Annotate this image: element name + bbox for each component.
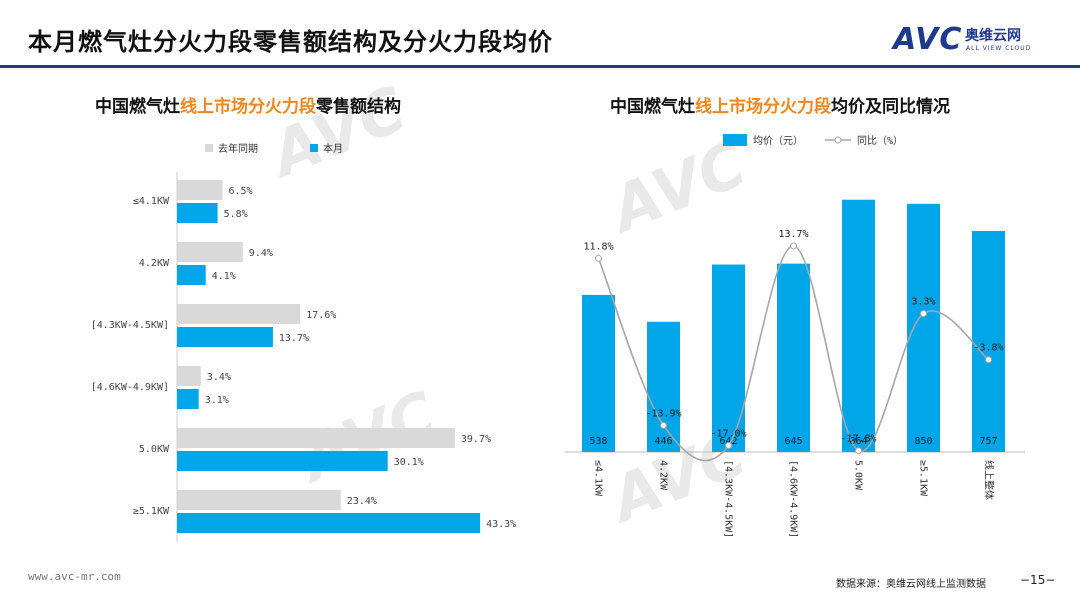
category-label: 线上整体 xyxy=(983,460,996,500)
yoy-marker xyxy=(660,421,667,429)
left-chart-title: 中国燃气灶线上市场分火力段零售额结构 xyxy=(95,92,401,117)
bar xyxy=(777,263,810,452)
bar xyxy=(177,451,388,471)
bar xyxy=(177,304,301,324)
bar xyxy=(177,490,341,510)
category-label: ≤4.1KW xyxy=(133,196,170,207)
right-title-highlight: 线上市场分火力段 xyxy=(695,97,831,117)
category-label: 5.0KW xyxy=(853,460,864,491)
category-label: [4.3KW-4.5KW] xyxy=(723,460,734,538)
data-label: 17.6% xyxy=(306,310,336,321)
data-label: 3.4% xyxy=(207,372,231,383)
right-title-part1: 中国燃气灶 xyxy=(610,97,695,117)
page-title: 本月燃气灶分火力段零售额结构及分火力段均价 xyxy=(28,28,553,56)
legend-swatch xyxy=(205,144,213,152)
bar xyxy=(177,265,206,285)
category-label: [4.6KW-4.9KW] xyxy=(788,460,799,538)
left-title-highlight: 线上市场分火力段 xyxy=(180,97,316,117)
legend-label: 均价（元） xyxy=(753,135,803,147)
bar xyxy=(177,428,455,448)
category-label: ≥5.1KW xyxy=(918,460,929,497)
bar xyxy=(177,366,201,386)
right-title-part3: 均价及同比情况 xyxy=(831,97,950,117)
left-title-part1: 中国燃气灶 xyxy=(95,97,180,117)
yoy-label: 3.3% xyxy=(911,297,935,308)
yoy-marker xyxy=(595,254,602,262)
title-divider xyxy=(0,65,1080,68)
bar xyxy=(907,203,940,452)
bar xyxy=(177,513,481,533)
footer-source: 数据来源：奥维云网线上监测数据 xyxy=(836,579,986,590)
yoy-label: 13.7% xyxy=(778,229,808,240)
avc-logo: AVC 奥维云网 ALL VIEW CLOUD xyxy=(893,22,1063,62)
right-combo-chart: 均价（元） 同比（%） 538 ≤4.1KW 446 4.2KW 642 [4.3KW-4.5… xyxy=(565,134,1025,538)
yoy-label: -17.8% xyxy=(840,434,876,445)
yoy-marker xyxy=(790,242,797,250)
data-label: 5.8% xyxy=(224,209,248,220)
category-label: [4.3KW-4.5KW] xyxy=(91,320,169,331)
right-chart-title: 中国燃气灶线上市场分火力段均价及同比情况 xyxy=(610,92,950,117)
data-label: 850 xyxy=(914,436,932,447)
bar xyxy=(647,321,680,452)
legend-swatch xyxy=(310,144,318,152)
bar xyxy=(582,294,615,452)
data-label: 3.1% xyxy=(205,395,229,406)
category-label: ≥5.1KW xyxy=(133,506,170,517)
yoy-label: 11.8% xyxy=(583,241,613,252)
category-label: ≤4.1KW xyxy=(593,460,604,497)
data-label: 757 xyxy=(979,436,997,447)
logo-mark: AVC xyxy=(893,22,963,57)
logo-chinese-name: 奥维云网 xyxy=(965,28,1021,44)
bar xyxy=(842,199,875,452)
data-label: 30.1% xyxy=(394,457,424,468)
left-bar-chart: 去年同期 本月 ≤4.1KW 6.5% 5.8% 4.2KW 9.4% 4.1% [4.3KW-… xyxy=(91,142,516,542)
yoy-label: -17.0% xyxy=(710,429,746,440)
legend-label: 去年同期 xyxy=(218,142,258,155)
data-label: 642 xyxy=(719,436,737,447)
left-title-part3: 零售额结构 xyxy=(316,97,401,117)
yoy-label: -3.8% xyxy=(973,343,1003,354)
data-label: 9.4% xyxy=(249,248,273,259)
data-label: 39.7% xyxy=(461,434,491,445)
data-label: 538 xyxy=(589,436,607,447)
data-label: 13.7% xyxy=(279,333,309,344)
data-label: 4.1% xyxy=(212,271,236,282)
data-label: 6.5% xyxy=(229,186,253,197)
data-label: 23.4% xyxy=(347,496,377,507)
yoy-marker xyxy=(725,442,732,449)
yoy-label: -13.9% xyxy=(645,408,681,419)
category-label: 5.0KW xyxy=(139,444,170,455)
bar xyxy=(177,203,218,223)
yoy-marker xyxy=(920,310,927,318)
legend-swatch xyxy=(723,134,747,146)
data-label: 645 xyxy=(784,436,802,447)
data-label: 864 xyxy=(849,436,867,447)
legend-label: 本月 xyxy=(323,142,343,155)
legend-marker xyxy=(834,136,842,144)
bar xyxy=(972,230,1005,452)
logo-english-name: ALL VIEW CLOUD xyxy=(966,45,1032,52)
yoy-marker xyxy=(855,447,862,455)
data-label: 446 xyxy=(654,436,672,447)
bar xyxy=(177,180,223,200)
page-number: −15− xyxy=(1020,573,1056,587)
bar xyxy=(177,327,273,347)
bar xyxy=(177,389,199,409)
data-label: 43.3% xyxy=(486,519,516,530)
yoy-marker xyxy=(985,356,992,364)
legend-label: 同比（%） xyxy=(857,135,903,147)
footer-url[interactable]: www.avc-mr.com xyxy=(28,570,121,583)
category-label: 4.2KW xyxy=(658,460,669,491)
category-label: [4.6KW-4.9KW] xyxy=(91,382,169,393)
bar xyxy=(177,242,243,262)
bar xyxy=(712,264,745,452)
category-label: 4.2KW xyxy=(139,258,170,269)
